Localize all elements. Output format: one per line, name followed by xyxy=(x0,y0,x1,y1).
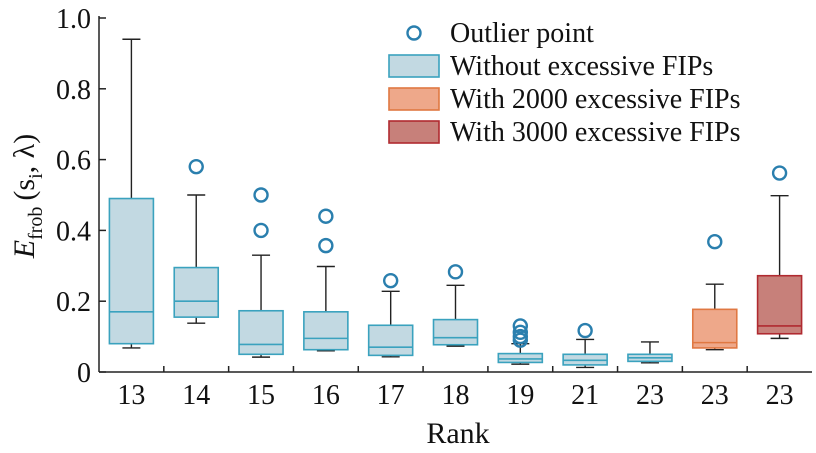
y-tick-label: 0.8 xyxy=(56,75,91,106)
legend-swatch xyxy=(388,54,440,78)
box-17-without: 17 xyxy=(367,272,414,411)
legend-item-outlier: Outlier point xyxy=(406,18,594,49)
y-axis-label-sub: frob xyxy=(25,207,47,240)
legend-swatch xyxy=(388,120,440,144)
x-tick-label: 16 xyxy=(312,380,340,411)
box-body xyxy=(756,274,803,335)
box-body xyxy=(173,266,220,318)
legend-outlier-marker xyxy=(406,25,422,41)
box-13-without: 13 xyxy=(108,38,155,411)
box-series: 13 14 15 16 17 18 19 21 23 23 23 xyxy=(108,38,803,411)
x-tick-label: 21 xyxy=(571,380,599,411)
outlier-point xyxy=(512,328,529,345)
outlier-point xyxy=(707,234,723,250)
outlier-point xyxy=(771,165,788,181)
y-tick-label: 0.6 xyxy=(56,146,91,177)
legend-label: Outlier point xyxy=(450,18,594,49)
y-axis-label-args-sub: i xyxy=(25,173,47,179)
box-18-without: 18 xyxy=(432,264,479,411)
box-21-without: 21 xyxy=(562,322,608,411)
y-axis-label-args-end: , λ) xyxy=(8,134,41,174)
outlier-point xyxy=(447,264,464,280)
outlier-point xyxy=(253,187,269,203)
box-23-with3000: 23 xyxy=(756,165,803,411)
y-tick-label: 0.4 xyxy=(56,216,91,247)
legend-label: Without excessive FIPs xyxy=(450,51,713,82)
plot-axes: 0 0.2 0.4 0.6 0.8 1.0 xyxy=(56,4,812,389)
y-axis-label-main: E xyxy=(8,240,41,259)
outlier-point xyxy=(577,322,593,339)
box-body xyxy=(108,197,155,345)
box-16-without: 16 xyxy=(303,208,349,411)
x-tick-label: 23 xyxy=(701,380,729,411)
box-body xyxy=(367,324,414,357)
box-body xyxy=(497,352,544,364)
x-axis-label: Rank xyxy=(426,417,489,450)
box-14-without: 14 xyxy=(173,158,220,411)
legend-label: With 3000 excessive FIPs xyxy=(450,117,741,148)
outlier-point xyxy=(318,208,334,224)
y-tick-label: 1.0 xyxy=(56,4,91,35)
legend-label: With 2000 excessive FIPs xyxy=(450,84,741,115)
box-23-without: 23 xyxy=(627,341,673,411)
outlier-point xyxy=(188,158,204,175)
x-tick-label: 17 xyxy=(377,380,405,411)
x-tick-label: 13 xyxy=(117,380,145,411)
outlier-point xyxy=(512,324,529,341)
box-19-without: 19 xyxy=(497,318,544,411)
legend-item-with3000: With 3000 excessive FIPs xyxy=(388,117,741,148)
box-body xyxy=(303,311,349,351)
outlier-point xyxy=(382,272,399,289)
outlier-point xyxy=(318,237,334,254)
y-tick-label: 0.2 xyxy=(56,287,91,318)
outlier-point xyxy=(253,222,269,239)
x-tick-label: 18 xyxy=(442,380,470,411)
box-body xyxy=(432,318,479,346)
box-body xyxy=(238,309,284,356)
legend-item-without: Without excessive FIPs xyxy=(388,51,713,82)
x-tick-label: 23 xyxy=(766,380,794,411)
y-axis-label-args: (s xyxy=(8,179,41,201)
x-tick-label: 15 xyxy=(247,380,275,411)
box-body xyxy=(691,308,738,349)
box-15-without: 15 xyxy=(238,187,284,411)
y-tick-label: 0 xyxy=(77,358,91,389)
legend-swatch xyxy=(388,87,440,111)
x-tick-label: 19 xyxy=(506,380,534,411)
x-tick-label: 14 xyxy=(182,380,210,411)
legend-item-with2000: With 2000 excessive FIPs xyxy=(388,84,741,115)
outlier-point xyxy=(512,318,529,334)
svg-text:Efrob(si, λ): Efrob (si, λ) xyxy=(8,134,47,259)
box-23-with2000: 23 xyxy=(691,234,738,411)
y-axis-label: Efrob (si, λ) xyxy=(8,134,47,259)
x-tick-label: 23 xyxy=(636,380,664,411)
